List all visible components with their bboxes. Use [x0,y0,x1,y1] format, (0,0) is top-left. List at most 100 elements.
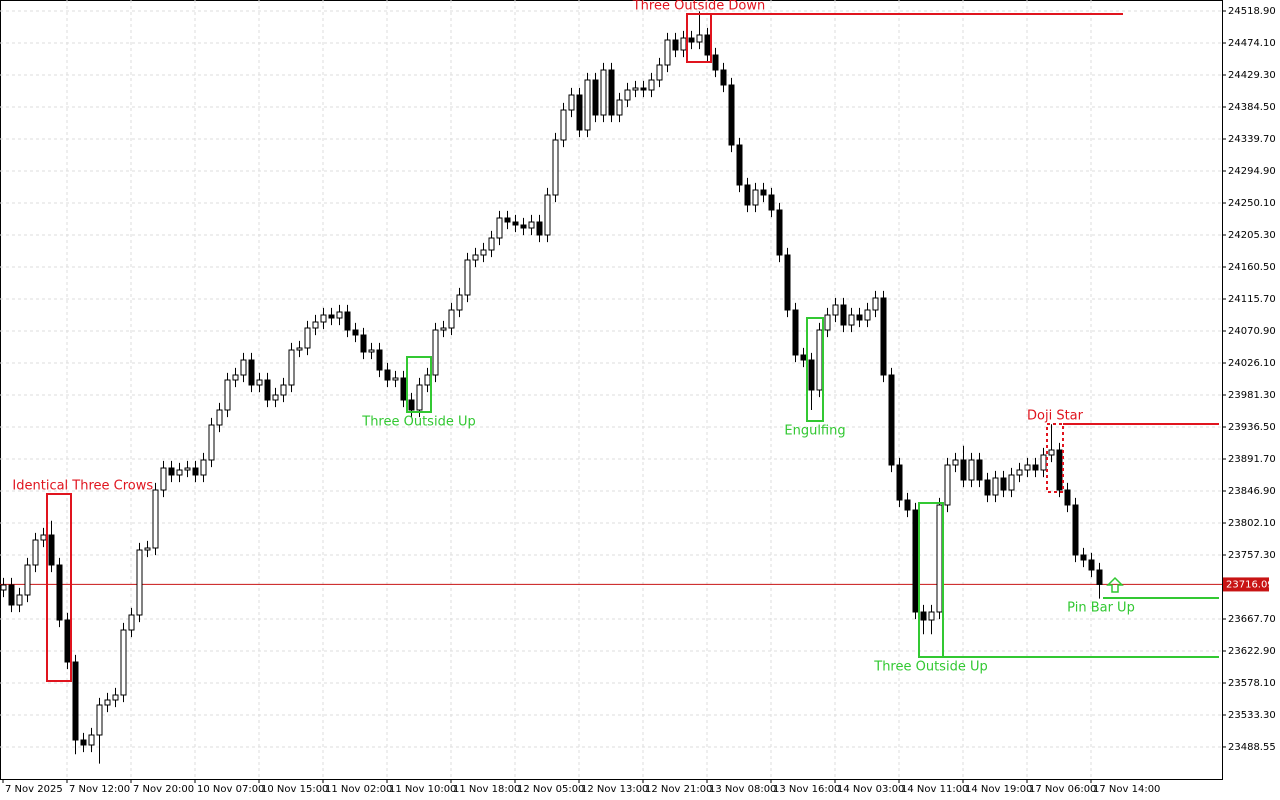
candle-body [1088,559,1095,571]
candle-body [56,564,63,621]
candle-body [776,209,783,256]
candle-body [768,194,775,211]
x-tick-label: 14 Nov 19:00 [965,784,1032,795]
pattern-box [46,493,72,682]
y-tick-label: 24474.10 [1228,38,1276,49]
candle-body [984,479,991,496]
candle-body [528,221,535,229]
candle-body [1024,464,1031,471]
candle-body [1000,477,1007,491]
x-tick-label: 11 Nov 18:00 [453,784,520,795]
candle-body [656,64,663,81]
pattern-label: Three Outside Up [361,415,475,430]
candle-body [152,489,159,549]
pattern-box [1046,423,1064,493]
candle-body [96,704,103,736]
candle-body [632,87,639,91]
candle-body [888,374,895,466]
candle-body [448,309,455,329]
candle-body [784,254,791,311]
last-price-label: 23716.09 [1226,579,1274,590]
candle-body [408,399,415,411]
candle-body [664,39,671,66]
candle-body [192,467,199,476]
candle-body [48,534,55,566]
candle-body [248,359,255,386]
x-tick-label: 7 Nov 20:00 [133,784,194,795]
y-tick-label: 24205.30 [1228,230,1276,241]
y-tick-label: 23667.70 [1228,614,1276,625]
candle-body [288,349,295,386]
candle-body [424,374,431,386]
x-tick-label: 7 Nov 2025 [5,784,63,795]
candle-body [456,294,463,311]
candle-body [520,224,527,229]
candle-body [360,334,367,353]
candle-body [80,739,87,746]
candle-body [264,379,271,401]
candle-body [1032,464,1039,471]
x-tick-label: 13 Nov 16:00 [773,784,840,795]
y-tick-label: 23846.90 [1228,486,1276,497]
y-tick-label: 23622.90 [1228,646,1276,657]
candle-body [368,349,375,353]
y-tick-label: 24518.90 [1228,6,1276,17]
y-tick-label: 24115.70 [1228,294,1276,305]
candle-body [696,34,703,43]
candle-body [880,297,887,376]
candle-body [896,464,903,501]
y-tick-label: 24429.30 [1228,70,1276,81]
candle-body [488,237,495,251]
candle-body [944,464,951,506]
y-tick-label: 24294.90 [1228,166,1276,177]
candle-body [120,629,127,696]
candle-body [936,504,943,613]
candle-body [272,394,279,401]
candle-body [0,584,7,591]
y-tick-label: 23936.50 [1228,422,1276,433]
candle-body [960,459,967,481]
candle-body [208,424,215,461]
candle-body [344,311,351,331]
candle-body [592,79,599,116]
last-price-tag [1223,577,1269,592]
candle-body [72,661,79,741]
candle-body [928,611,935,621]
candle-body [224,379,231,411]
candle-body [568,94,575,111]
candle-body [552,139,559,196]
candle-body [848,314,855,326]
candle-body [16,594,23,606]
x-tick-label: 17 Nov 06:00 [1029,784,1096,795]
candle-body [472,254,479,261]
x-tick-label: 17 Nov 14:00 [1093,784,1160,795]
pattern-label: Pin Bar Up [1067,601,1135,616]
x-tick-label: 11 Nov 02:00 [325,784,392,795]
candle-body [576,94,583,131]
x-tick-label: 10 Nov 07:00 [197,784,264,795]
x-tick-label: 14 Nov 03:00 [837,784,904,795]
candle-body [232,374,239,381]
candle-body [336,311,343,319]
pattern-box [406,356,432,413]
x-tick-label: 12 Nov 05:00 [517,784,584,795]
pattern-label: Engulfing [784,424,845,439]
candle-body [128,614,135,631]
candle-body [760,189,767,196]
candle-body [176,469,183,476]
candle-body [872,297,879,311]
candle-body [440,327,447,331]
candle-body [904,499,911,511]
candle-body [824,314,831,331]
candle-body [216,409,223,426]
candle-body [160,467,167,491]
candle-body [744,184,751,206]
plot-frame [0,0,1223,780]
candle-body [752,189,759,206]
candle-body [24,564,31,596]
y-tick-label: 24070.90 [1228,326,1276,337]
candle-body [104,699,111,706]
pattern-box [918,502,944,658]
candle-body [728,84,735,146]
candle-body [320,314,327,323]
